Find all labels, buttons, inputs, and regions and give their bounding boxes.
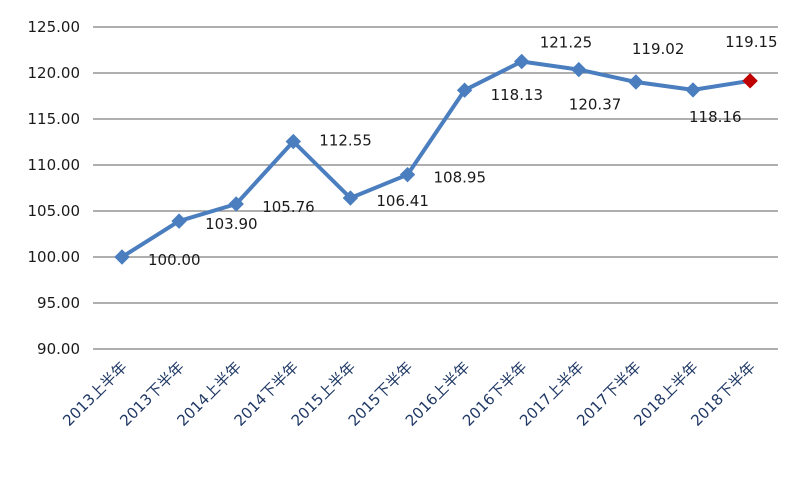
y-tick-label: 125.00 — [28, 18, 81, 36]
data-label: 118.16 — [689, 108, 742, 126]
data-markers — [114, 53, 758, 265]
y-tick-label: 120.00 — [28, 64, 81, 82]
data-marker — [399, 166, 416, 183]
data-marker — [171, 213, 187, 229]
data-marker — [342, 190, 359, 206]
data-label: 120.37 — [569, 96, 622, 114]
data-label: 108.95 — [434, 169, 487, 187]
y-tick-label: 100.00 — [28, 248, 81, 266]
data-label: 112.55 — [319, 132, 372, 150]
y-tick-label: 105.00 — [28, 202, 81, 220]
data-marker — [456, 82, 473, 98]
series-line — [120, 59, 753, 259]
data-marker — [571, 61, 587, 78]
data-marker — [513, 53, 530, 70]
data-marker — [742, 73, 758, 89]
data-marker — [285, 133, 302, 150]
y-tick-label: 110.00 — [28, 156, 81, 174]
data-label: 119.15 — [725, 33, 778, 51]
data-label: 103.90 — [205, 215, 258, 233]
data-label: 105.76 — [262, 198, 315, 216]
x-axis-tick-labels: 2013上半年2013下半年2014上半年2014下半年2015上半年2015下… — [59, 358, 759, 430]
y-tick-label: 95.00 — [37, 294, 80, 312]
gridlines — [93, 26, 778, 350]
data-label: 119.02 — [632, 40, 685, 58]
data-label: 118.13 — [491, 86, 543, 104]
data-label: 106.41 — [376, 192, 429, 210]
data-marker — [628, 74, 644, 90]
data-marker — [685, 82, 701, 98]
y-tick-label: 90.00 — [37, 340, 80, 358]
data-label: 100.00 — [148, 251, 201, 269]
y-axis-tick-labels: 90.00 95.00 100.00 105.00 110.00 115.00 120.00… — [28, 18, 81, 358]
y-tick-label: 115.00 — [28, 110, 81, 128]
data-marker — [228, 196, 244, 212]
data-label: 121.25 — [540, 34, 593, 52]
data-marker — [114, 249, 130, 265]
